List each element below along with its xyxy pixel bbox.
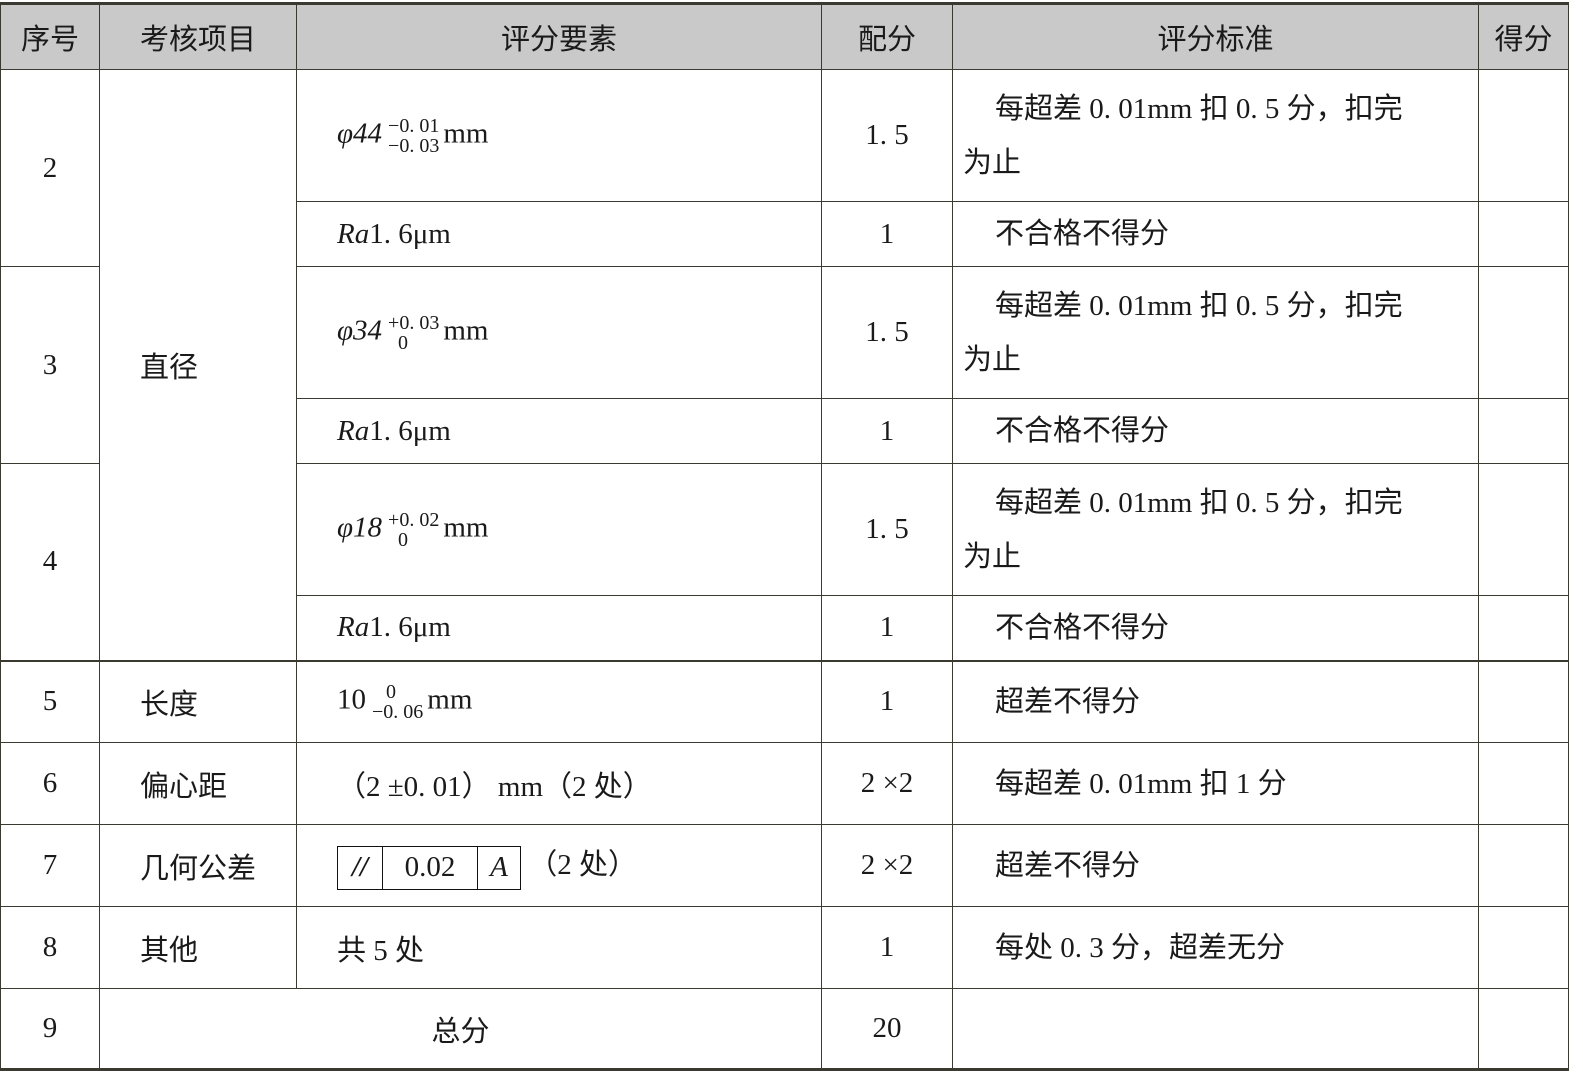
item-diameter: 直径 (99, 69, 297, 661)
element-tolerance: 10 0 −0. 06 mm (296, 659, 822, 743)
points: 2 ×2 (821, 742, 953, 825)
points: 1 (821, 201, 953, 267)
element-roughness: Ra1. 6μm (296, 595, 822, 661)
criteria: 不合格不得分 (952, 201, 1479, 267)
criteria: 每超差 0. 01mm 扣 0. 5 分，扣完 为止 (952, 69, 1479, 202)
element-roughness: Ra1. 6μm (296, 398, 822, 464)
parallelism-icon: // (338, 846, 383, 889)
table-row: Ra1. 6μm 1 不合格不得分 (1, 398, 1569, 464)
row-no: 9 (0, 988, 100, 1071)
criteria: 每超差 0. 01mm 扣 1 分 (952, 742, 1479, 825)
points: 1 (821, 906, 953, 989)
criteria: 不合格不得分 (952, 595, 1479, 661)
element-tolerance: φ18 +0. 02 0 mm (296, 463, 822, 596)
criteria: 超差不得分 (952, 824, 1479, 907)
table-row: 6 偏心距 （2 ±0. 01） mm（2 处） 2 ×2 每超差 0. 01m… (0, 742, 1569, 825)
row-no: 3 (0, 266, 100, 464)
element-roughness: Ra1. 6μm (296, 201, 822, 267)
criteria: 每处 0. 3 分，超差无分 (952, 906, 1479, 989)
score-cell[interactable] (1478, 659, 1569, 743)
criteria: 超差不得分 (952, 659, 1479, 743)
item-name: 几何公差 (99, 824, 297, 907)
score-cell[interactable] (1478, 906, 1569, 989)
table-row: 7 几何公差 // 0.02 A （2 处） 2 ×2 超差不得分 (0, 824, 1569, 907)
table-row: Ra1. 6μm 1 不合格不得分 (1, 595, 1569, 661)
score-cell[interactable] (1478, 463, 1569, 596)
criteria: 不合格不得分 (952, 398, 1479, 464)
datum-label: A (490, 851, 508, 884)
score-cell[interactable] (1478, 988, 1569, 1071)
header-element: 评分要素 (296, 2, 822, 70)
score-cell[interactable] (1478, 824, 1569, 907)
table-row: Ra1. 6μm 1 不合格不得分 (1, 201, 1569, 267)
row-no: 5 (0, 659, 100, 743)
score-cell[interactable] (1478, 266, 1569, 399)
header-points: 配分 (821, 2, 953, 70)
element-tolerance: φ34 +0. 03 0 mm (296, 266, 822, 399)
score-cell[interactable] (1478, 742, 1569, 825)
row-no: 2 (0, 69, 100, 267)
table-row: 2 直径 φ44 −0. 01 −0. 03 mm 1. 5 每超差 0. 01mm … (0, 69, 1569, 661)
element-text: （2 ±0. 01） mm（2 处） (296, 742, 822, 825)
points: 1 (821, 595, 953, 661)
header-criteria: 评分标准 (952, 2, 1479, 70)
score-cell[interactable] (1478, 398, 1569, 464)
item-name: 长度 (99, 659, 297, 743)
total-label: 总分 (99, 988, 822, 1071)
item-name: 其他 (99, 906, 297, 989)
feature-control-frame: // 0.02 A (337, 845, 521, 890)
element-text: 共 5 处 (296, 906, 822, 989)
criteria (952, 988, 1479, 1071)
score-cell[interactable] (1478, 201, 1569, 267)
table-row: 5 长度 10 0 −0. 06 mm 1 超差不得分 (0, 659, 1569, 743)
score-cell[interactable] (1478, 595, 1569, 661)
points: 1. 5 (821, 69, 953, 202)
row-no: 7 (0, 824, 100, 907)
tolerance-value: 0.02 (383, 846, 478, 889)
row-no: 4 (0, 463, 100, 661)
row-no: 6 (0, 742, 100, 825)
score-cell[interactable] (1478, 69, 1569, 202)
item-name: 偏心距 (99, 742, 297, 825)
criteria: 每超差 0. 01mm 扣 0. 5 分，扣完 为止 (952, 266, 1479, 399)
header-score: 得分 (1478, 2, 1569, 70)
header-no: 序号 (0, 2, 100, 70)
points: 1. 5 (821, 266, 953, 399)
total-points: 20 (821, 988, 953, 1071)
table-row: 8 其他 共 5 处 1 每处 0. 3 分，超差无分 (0, 906, 1569, 989)
points: 1. 5 (821, 463, 953, 596)
element-geometric: // 0.02 A （2 处） (296, 824, 822, 907)
points: 2 ×2 (821, 824, 953, 907)
criteria: 每超差 0. 01mm 扣 0. 5 分，扣完 为止 (952, 463, 1479, 596)
header-row: 序号 考核项目 评分要素 配分 评分标准 得分 (0, 2, 1569, 70)
note: （2 处） (528, 849, 638, 882)
points: 1 (821, 659, 953, 743)
points: 1 (821, 398, 953, 464)
header-item: 考核项目 (99, 2, 297, 70)
row-no: 8 (0, 906, 100, 989)
element-tolerance: φ44 −0. 01 −0. 03 mm (296, 69, 822, 202)
total-row: 9 总分 20 (0, 988, 1569, 1071)
table-row: 3 φ34 +0. 03 0 mm 1. 5 每超差 0. 01mm 扣 0. 5 分… (0, 266, 1569, 464)
